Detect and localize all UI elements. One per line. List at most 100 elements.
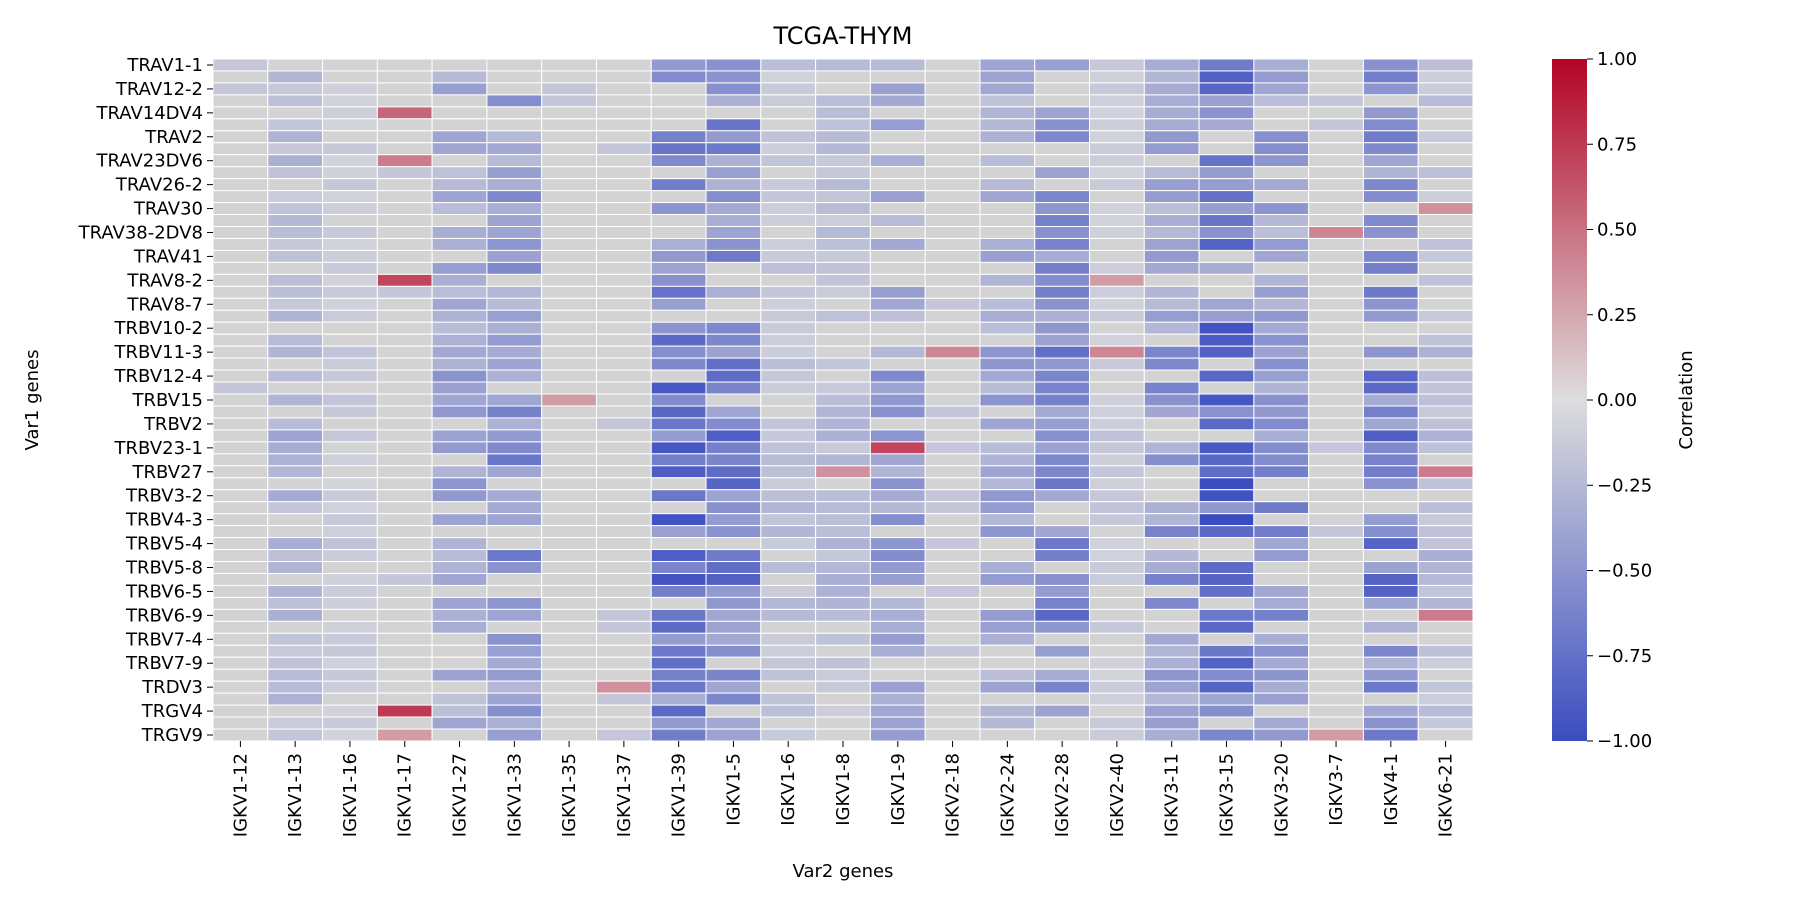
heatmap-cell — [1143, 381, 1200, 395]
heatmap-cell — [869, 214, 926, 227]
heatmap-cell — [1198, 429, 1255, 443]
heatmap-cell — [979, 525, 1036, 539]
heatmap-cell — [1308, 154, 1364, 168]
heatmap-cell — [595, 453, 652, 467]
heatmap-cell — [431, 261, 488, 275]
heatmap-cell — [650, 237, 707, 251]
heatmap-cell — [486, 632, 543, 646]
heatmap-cell — [705, 214, 762, 227]
heatmap-cell — [1089, 429, 1145, 443]
heatmap-cell — [1089, 237, 1145, 251]
heatmap-cell — [924, 190, 981, 204]
heatmap-cell — [486, 190, 543, 204]
heatmap-cell — [431, 357, 488, 371]
heatmap-cell — [979, 94, 1036, 108]
heatmap-cell — [541, 118, 597, 132]
heatmap-cell — [815, 417, 871, 431]
heatmap-cell — [376, 202, 433, 216]
heatmap-cell — [322, 644, 378, 658]
heatmap-cell — [595, 656, 652, 670]
heatmap-cell — [376, 357, 433, 371]
heatmap-cell — [431, 130, 488, 144]
heatmap-cell — [267, 273, 324, 287]
heatmap-cell — [322, 632, 378, 646]
heatmap-cell — [1143, 417, 1200, 431]
heatmap-cell — [1308, 632, 1364, 646]
heatmap-cell — [705, 716, 762, 730]
heatmap-cell — [267, 226, 324, 239]
heatmap-cell — [924, 632, 981, 646]
heatmap-cell — [541, 333, 597, 347]
heatmap-cell — [267, 214, 324, 227]
heatmap-cell — [705, 656, 762, 670]
heatmap-cell — [815, 166, 871, 180]
heatmap-cell — [815, 549, 871, 563]
x-tick-label: IGKV1-39 — [669, 753, 690, 837]
heatmap-cell — [1362, 632, 1419, 646]
heatmap-cell — [431, 70, 488, 84]
heatmap-cell — [541, 202, 597, 216]
heatmap-cell — [705, 441, 762, 455]
heatmap-cell — [924, 309, 981, 323]
heatmap-cell — [486, 94, 543, 108]
heatmap-cell — [431, 297, 488, 311]
heatmap-cell — [212, 417, 269, 431]
heatmap-cell — [760, 608, 817, 622]
heatmap-cell — [1253, 561, 1310, 574]
heatmap-cell — [815, 704, 871, 718]
heatmap-cell — [1089, 680, 1145, 694]
heatmap-cell — [869, 716, 926, 730]
heatmap-cell — [486, 716, 543, 730]
heatmap-cell — [541, 226, 597, 239]
heatmap-cell — [376, 154, 433, 168]
heatmap-cell — [1089, 513, 1145, 527]
heatmap-cell — [650, 94, 707, 108]
heatmap-cell — [431, 441, 488, 455]
heatmap-cell — [1253, 58, 1310, 72]
heatmap-cell — [595, 561, 652, 574]
heatmap-cell — [1362, 668, 1419, 682]
heatmap-cell — [541, 644, 597, 658]
heatmap-cell — [1143, 82, 1200, 96]
heatmap-cell — [595, 142, 652, 156]
heatmap-cell — [1034, 656, 1091, 670]
heatmap-cell — [1034, 572, 1091, 586]
heatmap-cell — [322, 214, 378, 227]
heatmap-cell — [1089, 596, 1145, 610]
heatmap-cell — [541, 321, 597, 335]
heatmap-cell — [212, 226, 269, 239]
heatmap-cell — [595, 249, 652, 263]
heatmap-cell — [1143, 345, 1200, 359]
heatmap-cell — [760, 381, 817, 395]
heatmap-cell — [1308, 142, 1364, 156]
heatmap-cell — [267, 142, 324, 156]
heatmap-cell — [322, 249, 378, 263]
heatmap-cell — [1362, 345, 1419, 359]
heatmap-cell — [815, 178, 871, 192]
heatmap-cell — [1034, 273, 1091, 287]
heatmap-cell — [1034, 501, 1091, 515]
y-tick-label: TRBV2 — [143, 414, 203, 435]
heatmap-cell — [1253, 644, 1310, 658]
heatmap-cell — [1362, 226, 1419, 239]
heatmap-cell — [1034, 154, 1091, 168]
heatmap-cell — [322, 561, 378, 574]
heatmap-cell — [212, 453, 269, 467]
heatmap-cell — [322, 656, 378, 670]
y-tick-label: TRBV3-2 — [125, 486, 203, 507]
heatmap-cell — [924, 345, 981, 359]
heatmap-cell — [431, 632, 488, 646]
heatmap-cell — [1417, 417, 1474, 431]
heatmap-cell — [1362, 561, 1419, 574]
heatmap-cell — [1417, 249, 1474, 263]
heatmap-cell — [212, 692, 269, 706]
heatmap-cell — [541, 453, 597, 467]
heatmap-cell — [1089, 393, 1145, 407]
heatmap-cell — [1198, 513, 1255, 527]
heatmap-cell — [267, 704, 324, 718]
heatmap-cell — [1253, 584, 1310, 598]
heatmap-cell — [1253, 202, 1310, 216]
heatmap-cell — [705, 608, 762, 622]
heatmap-cell — [486, 668, 543, 682]
heatmap-cell — [1198, 692, 1255, 706]
